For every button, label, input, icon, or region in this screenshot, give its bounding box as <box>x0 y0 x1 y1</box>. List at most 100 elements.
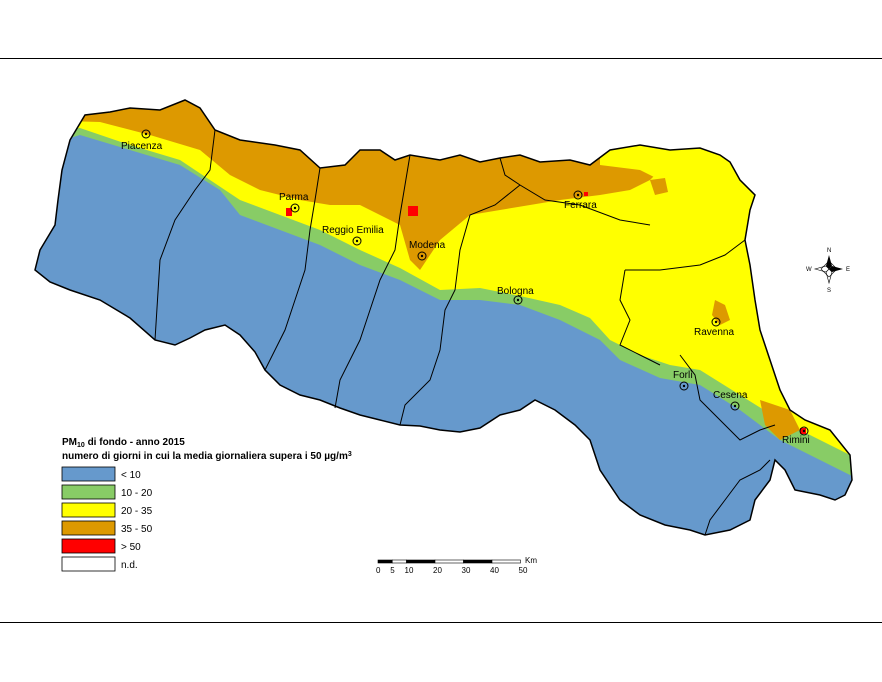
legend-subtitle: numero di giorni in cui la media giornal… <box>62 451 352 462</box>
city-label: Rimini <box>782 435 810 446</box>
zone-gt50-ferrara <box>584 192 588 196</box>
legend-swatches: < 10 10 - 20 20 - 35 35 - 50 > 50 n.d. <box>61 466 153 572</box>
city-dot-icon <box>733 404 737 408</box>
city-label: Bologna <box>497 286 534 297</box>
scale-bar: Km 0 5 10 20 30 40 50 <box>376 556 537 575</box>
scale-tick-label: 5 <box>390 566 395 575</box>
compass-e-label: E <box>846 267 850 273</box>
compass-diamond-icon <box>820 260 838 278</box>
boundary-parma-reggio <box>264 167 321 371</box>
city-marker-icon <box>290 203 300 213</box>
scale-segment <box>406 559 436 564</box>
scale-tick-label: 30 <box>462 566 471 575</box>
city-label: Forlì <box>673 370 693 381</box>
legend-label: 10 - 20 <box>121 488 153 499</box>
legend-item: 35 - 50 <box>61 520 153 536</box>
zone-35-50-ravenna <box>712 300 730 325</box>
map-frame <box>0 58 882 623</box>
legend-item: > 50 <box>61 538 141 554</box>
compass-west-arrow-icon <box>813 265 830 273</box>
legend-label: < 10 <box>121 470 141 481</box>
city-cesena[interactable]: Cesena <box>713 390 748 411</box>
city-dot-icon <box>576 193 580 197</box>
city-modena[interactable]: Modena <box>409 240 446 261</box>
scale-tick-label: 10 <box>405 566 414 575</box>
legend-item: n.d. <box>61 556 138 572</box>
city-label: Parma <box>279 192 309 203</box>
scale-segment <box>391 559 407 564</box>
legend-title: PM10 di fondo - anno 2015 <box>62 437 185 449</box>
scale-tick-label: 20 <box>433 566 442 575</box>
city-dot-icon <box>516 298 520 302</box>
city-label: Ravenna <box>694 327 734 338</box>
city-dot-icon <box>144 132 148 136</box>
zone-20-35-east <box>600 100 852 200</box>
city-forli[interactable]: Forlì <box>673 370 693 391</box>
city-marker-icon <box>730 401 740 411</box>
city-dot-icon <box>293 206 297 210</box>
city-label: Modena <box>409 240 446 251</box>
city-reggio-emilia[interactable]: Reggio Emilia <box>322 225 384 246</box>
legend-swatch <box>61 484 116 500</box>
boundary-bologna-ravenna <box>625 239 746 271</box>
city-dot-icon <box>682 384 686 388</box>
zone-gt50-parma <box>286 208 292 216</box>
legend-label: 35 - 50 <box>121 524 153 535</box>
city-marker-icon <box>352 236 362 246</box>
scale-tick-label: 40 <box>490 566 499 575</box>
compass-w-label: W <box>806 267 812 273</box>
boundary-piacenza-parma <box>154 129 216 341</box>
legend-item: 20 - 35 <box>61 502 153 518</box>
compass-north-arrow-icon <box>826 255 832 269</box>
city-marker-icon <box>711 317 721 327</box>
city-label: Cesena <box>713 390 748 401</box>
city-label: Piacenza <box>121 141 163 152</box>
boundary-forli-south <box>704 459 771 536</box>
scale-tick-label: 50 <box>519 566 528 575</box>
city-marker-icon <box>799 426 809 436</box>
legend: PM10 di fondo - anno 2015 numero di gior… <box>61 437 352 572</box>
city-dot-icon <box>714 320 718 324</box>
city-marker-icon <box>513 295 523 305</box>
boundary-ravenna-west <box>619 269 661 366</box>
city-marker-icon <box>573 190 583 200</box>
legend-swatch <box>61 466 116 482</box>
scale-bar-ticks: 0 5 10 20 30 40 50 <box>376 566 528 575</box>
city-bologna[interactable]: Bologna <box>497 286 534 305</box>
city-marker-icon <box>679 381 689 391</box>
legend-label: n.d. <box>121 560 138 571</box>
boundary-modena-bologna <box>399 184 521 426</box>
city-ferrara[interactable]: Ferrara <box>564 190 597 211</box>
scale-bar-segments <box>377 559 521 564</box>
city-dot-icon <box>802 429 806 433</box>
legend-item: 10 - 20 <box>61 484 153 500</box>
city-markers: Piacenza Parma Reggio Emilia Modena Ferr… <box>121 129 810 446</box>
city-parma[interactable]: Parma <box>279 192 309 213</box>
scale-tick-label: 0 <box>376 566 381 575</box>
scale-segment <box>463 559 493 564</box>
city-label: Ferrara <box>564 200 597 211</box>
scale-segment <box>377 559 393 564</box>
legend-label: 20 - 35 <box>121 506 153 517</box>
scale-segment <box>491 559 521 564</box>
city-piacenza[interactable]: Piacenza <box>121 129 163 152</box>
city-ravenna[interactable]: Ravenna <box>694 317 734 338</box>
legend-swatch <box>61 538 116 554</box>
legend-item: < 10 <box>61 466 141 482</box>
city-marker-icon <box>141 129 151 139</box>
scale-segment <box>434 559 464 564</box>
city-rimini[interactable]: Rimini <box>782 426 810 446</box>
scale-unit-label: Km <box>525 556 537 565</box>
city-dot-icon <box>355 239 359 243</box>
province-boundaries <box>154 129 776 536</box>
boundary-reggio-modena <box>334 154 411 409</box>
city-dot-icon <box>420 254 424 258</box>
compass-rose: N S E W <box>806 248 850 294</box>
boundary-forli <box>679 354 776 441</box>
zone-gt50-modena <box>408 206 418 216</box>
city-label: Reggio Emilia <box>322 225 384 236</box>
legend-swatch <box>61 556 116 572</box>
legend-swatch <box>61 520 116 536</box>
zone-35-50-delta <box>650 178 668 195</box>
